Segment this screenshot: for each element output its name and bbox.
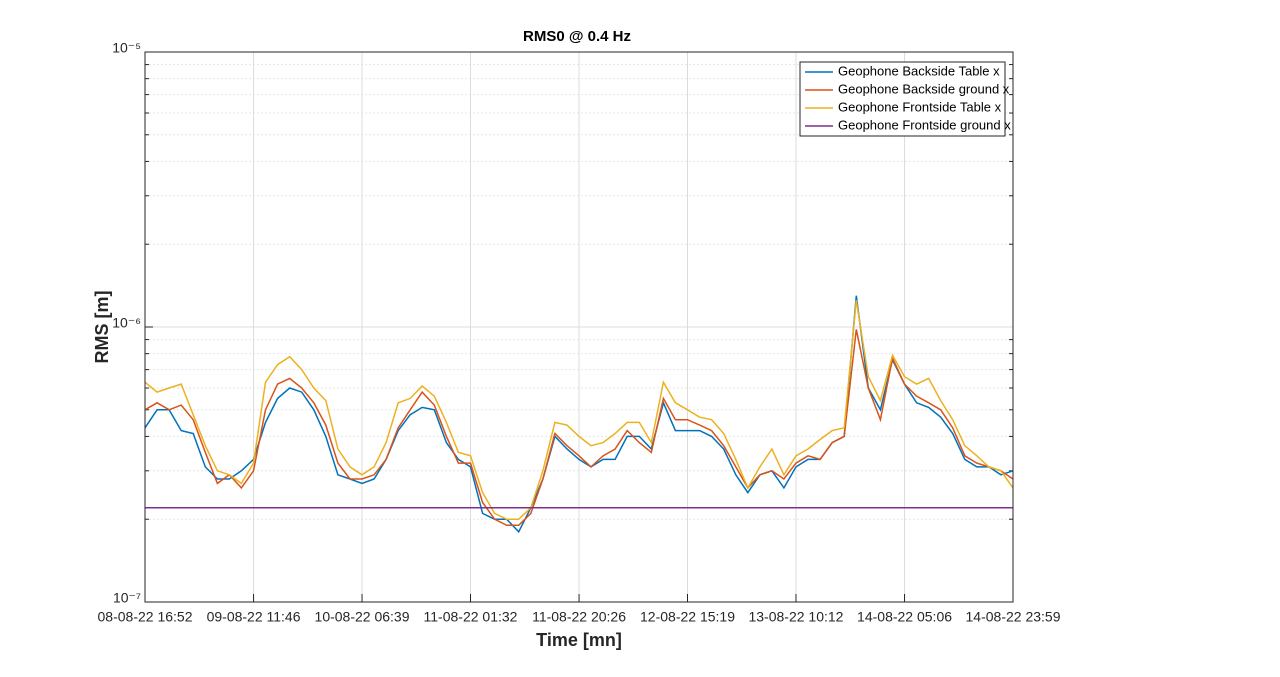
x-tick-label: 10-08-22 06:39: [315, 609, 410, 625]
y-tick-label: 10⁻⁶: [112, 315, 141, 331]
x-tick-label: 08-08-22 16:52: [98, 609, 193, 625]
legend-label: Geophone Frontside ground x: [838, 117, 1011, 132]
legend-box: [799, 61, 1006, 137]
x-axis-label: Time [mn]: [536, 630, 622, 650]
chart-title: RMS0 @ 0.4 Hz: [523, 28, 631, 45]
legend-label: Geophone Frontside Table x: [838, 99, 1002, 114]
x-tick-label: 09-08-22 11:46: [207, 609, 301, 625]
x-tick-label: 12-08-22 15:19: [640, 609, 735, 625]
x-tick-label: 11-08-22 01:32: [424, 609, 518, 625]
x-tick-label: 13-08-22 10:12: [748, 609, 843, 625]
legend-label: Geophone Backside Table x: [838, 63, 1000, 78]
y-axis-label: RMS [m]: [92, 291, 112, 364]
data-line: [144, 329, 1014, 527]
x-tick-label: 14-08-22 23:59: [966, 609, 1061, 625]
x-tick-label: 14-08-22 05:06: [857, 609, 952, 625]
x-tick-label: 11-08-22 20:26: [532, 609, 626, 625]
y-tick-label: 10⁻⁵: [112, 40, 141, 56]
legend-label: Geophone Backside ground x: [838, 81, 1010, 96]
y-tick-label: 10⁻⁷: [113, 590, 141, 606]
data-line: [144, 300, 1014, 520]
axes-box: [144, 51, 1014, 603]
